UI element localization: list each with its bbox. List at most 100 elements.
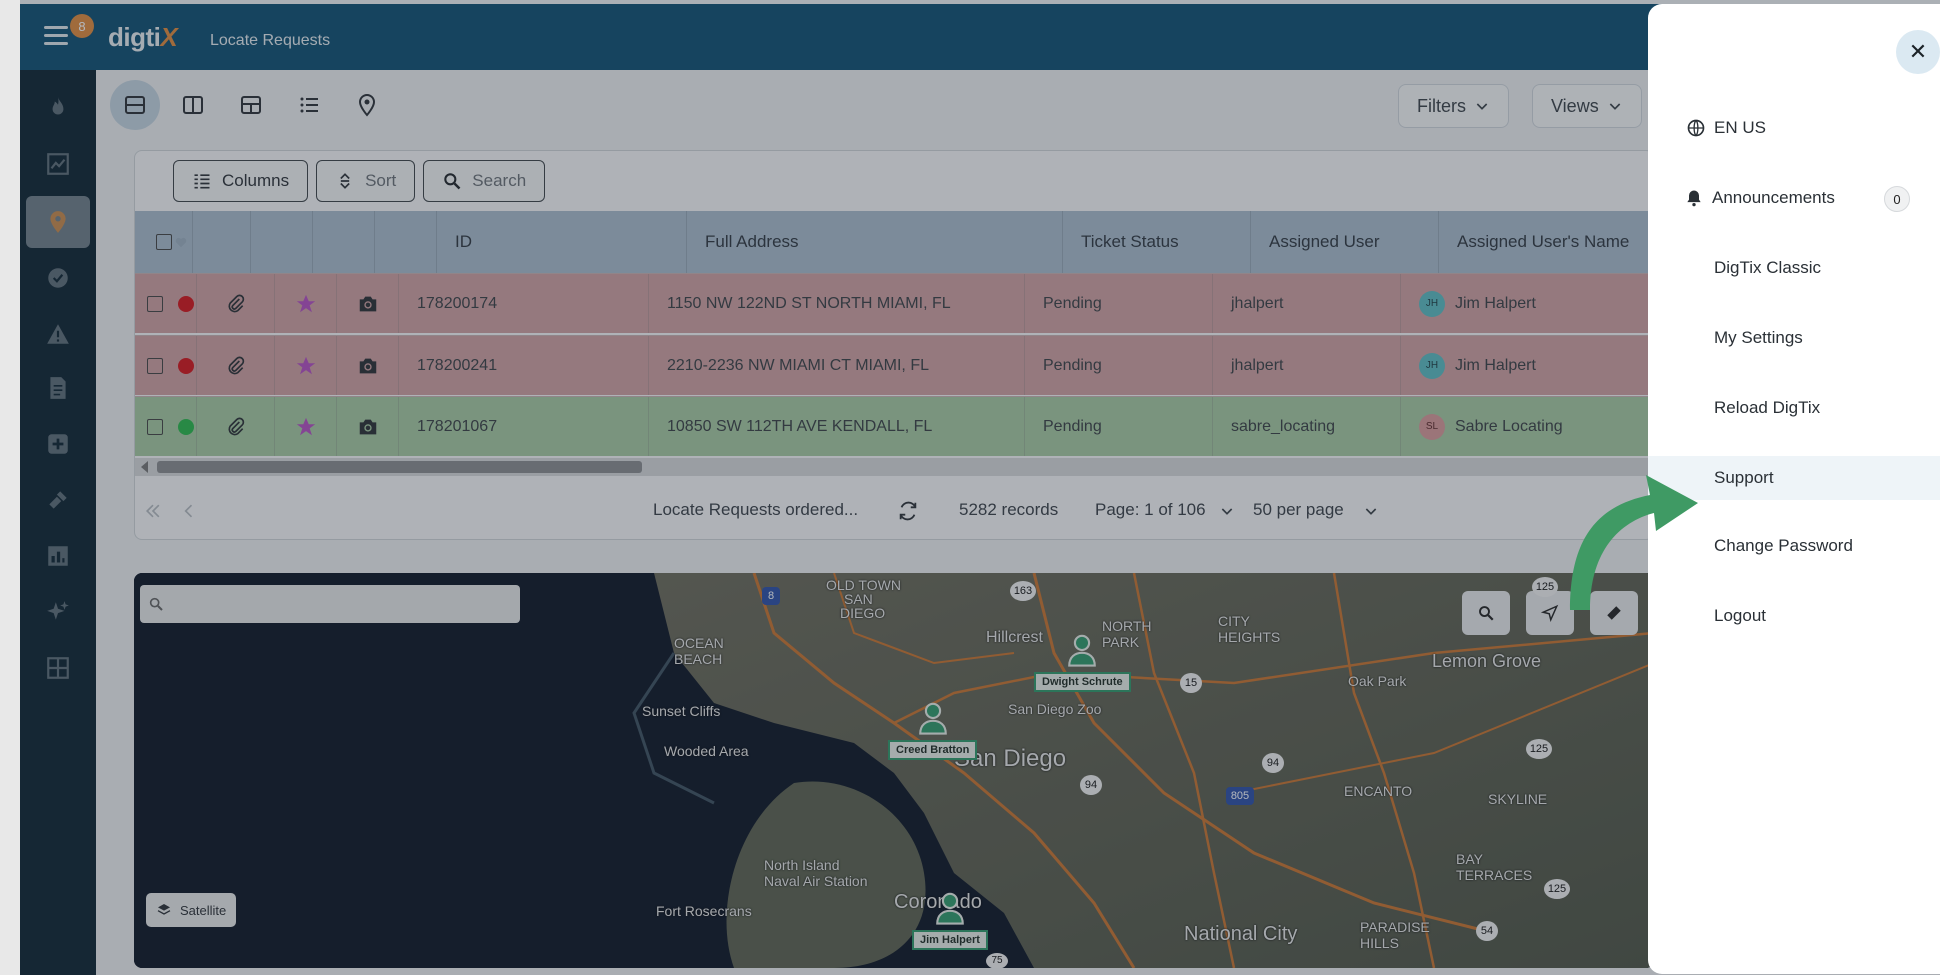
user-name-text: Sabre Locating [1455,417,1563,435]
columns-button[interactable]: Columns [173,160,309,202]
chevron-down-icon[interactable] [1363,503,1379,519]
avatar: SL [1419,413,1445,440]
map-view[interactable]: OLD TOWN SAN DIEGO Hillcrest NORTH PARK … [134,573,1654,968]
digtix-classic-item[interactable]: DigTix Classic [1714,258,1822,277]
view-map-button[interactable] [342,80,392,130]
map-pin-user[interactable]: Dwight Schrute [1034,633,1131,692]
view-table-map-button[interactable] [110,80,160,130]
sidebar-item-alerts[interactable] [26,308,90,360]
map-zoom-search-button[interactable] [1462,591,1510,635]
views-button[interactable]: Views [1532,84,1642,128]
sidebar-item-fire[interactable] [26,82,90,134]
app-logo[interactable]: digtiX [108,22,178,52]
paperclip-icon[interactable] [226,356,246,376]
columns-label: Columns [222,171,290,190]
layout-icon [241,96,261,114]
locate-requests-table: Columns Sort Search [134,150,1654,540]
row-checkbox[interactable] [147,357,163,374]
scrollbar-thumb[interactable] [157,461,642,473]
paperclip-icon[interactable] [226,294,246,314]
attachment-cell [197,274,275,333]
close-icon[interactable]: ✕ [1896,30,1940,74]
map-label: Oak Park [1348,673,1407,689]
map-label: SAN [844,591,873,607]
pin-label: Jim Halpert [912,930,988,950]
app-window: 8 digtiX Locate Requests [20,0,1940,975]
sidebar-item-completed[interactable] [26,252,90,304]
pin-label: Creed Bratton [888,740,978,760]
change-password-item[interactable]: Change Password [1714,536,1853,555]
sidebar-item-digging[interactable] [26,474,90,526]
logout-item[interactable]: Logout [1714,606,1766,625]
map-background [134,573,1654,968]
camera-icon[interactable] [357,355,379,377]
sidebar-item-locates[interactable] [26,196,90,248]
map-pin-user[interactable]: Creed Bratton [888,701,978,760]
table-row[interactable]: 178200241 2210-2236 NW MIAMI CT MIAMI, F… [135,335,1653,395]
layers-icon [157,904,171,915]
camera-icon[interactable] [357,293,379,315]
window-frame-edge [0,0,20,975]
row-checkbox[interactable] [147,295,163,312]
star-icon[interactable] [295,355,317,377]
user-name-cell: JH Jim Halpert [1401,274,1651,333]
ruler-icon [1607,606,1621,620]
sidebar-item-layout[interactable] [26,642,90,694]
search-button[interactable]: Search [423,160,546,202]
filters-button[interactable]: Filters [1398,84,1509,128]
view-list-button[interactable] [284,80,334,130]
sidebar-item-reports[interactable] [26,530,90,582]
header-ticket-status[interactable]: Ticket Status [1063,211,1251,273]
star-icon[interactable] [295,293,317,315]
search-icon [444,173,461,190]
sidebar-item-add[interactable] [26,418,90,470]
per-page-select[interactable]: 50 per page [1253,500,1344,519]
scroll-left-arrow[interactable] [141,461,148,473]
map-search-input[interactable] [170,595,500,613]
sidebar-item-documents[interactable] [26,362,90,414]
map-label: DIEGO [840,605,886,621]
language-selector[interactable]: EN US [1648,106,1940,150]
views-label: Views [1551,95,1599,116]
map-measure-button[interactable] [1590,591,1638,635]
reload-digtix-item[interactable]: Reload DigTix [1714,398,1821,417]
view-quad-button[interactable] [226,80,276,130]
my-settings-item[interactable]: My Settings [1714,328,1803,347]
header-assigned-user[interactable]: Assigned User [1251,211,1439,273]
camera-icon[interactable] [357,416,379,438]
select-all-checkbox[interactable] [155,234,172,250]
satellite-toggle-button[interactable]: Satellite [146,893,237,927]
sort-button[interactable]: Sort [316,160,416,202]
star-icon[interactable] [295,416,317,438]
announcements-item[interactable]: Announcements 0 [1648,176,1940,220]
previous-page-icon[interactable] [179,501,199,521]
row-checkbox[interactable] [147,418,163,435]
sparkle-icon [47,601,69,620]
header-full-address[interactable]: Full Address [687,211,1063,273]
map-locate-button[interactable] [1526,591,1574,635]
refresh-icon[interactable] [897,500,919,522]
view-side-by-side-button[interactable] [168,80,218,130]
horizontal-scrollbar[interactable] [135,458,1653,476]
status-cell: Pending [1025,274,1213,333]
header-id[interactable]: ID [437,211,687,273]
first-page-icon[interactable] [143,501,163,521]
hamburger-menu-icon[interactable] [44,26,68,46]
notification-badge[interactable]: 8 [70,14,94,38]
sidebar [20,70,96,975]
avatar: JH [1419,290,1445,317]
map-pin-user[interactable]: Jim Halpert [912,891,988,950]
paperclip-icon[interactable] [226,417,246,437]
table-row[interactable]: 178200174 1150 NW 122ND ST NORTH MIAMI, … [135,273,1653,333]
route-shield: 125 [1544,879,1570,899]
photo-cell [337,397,399,456]
sidebar-item-ai[interactable] [26,586,90,638]
table-row[interactable]: 178201067 10850 SW 112TH AVE KENDALL, FL… [135,396,1653,456]
header-assigned-user-name[interactable]: Assigned User's Name [1457,232,1630,251]
support-item[interactable]: Support [1648,456,1940,500]
status-dot [177,418,194,435]
ordered-by-text: Locate Requests ordered... [653,500,859,519]
map-pin-icon [50,211,66,233]
chevron-down-icon[interactable] [1219,503,1235,519]
sidebar-item-analytics[interactable] [26,138,90,190]
